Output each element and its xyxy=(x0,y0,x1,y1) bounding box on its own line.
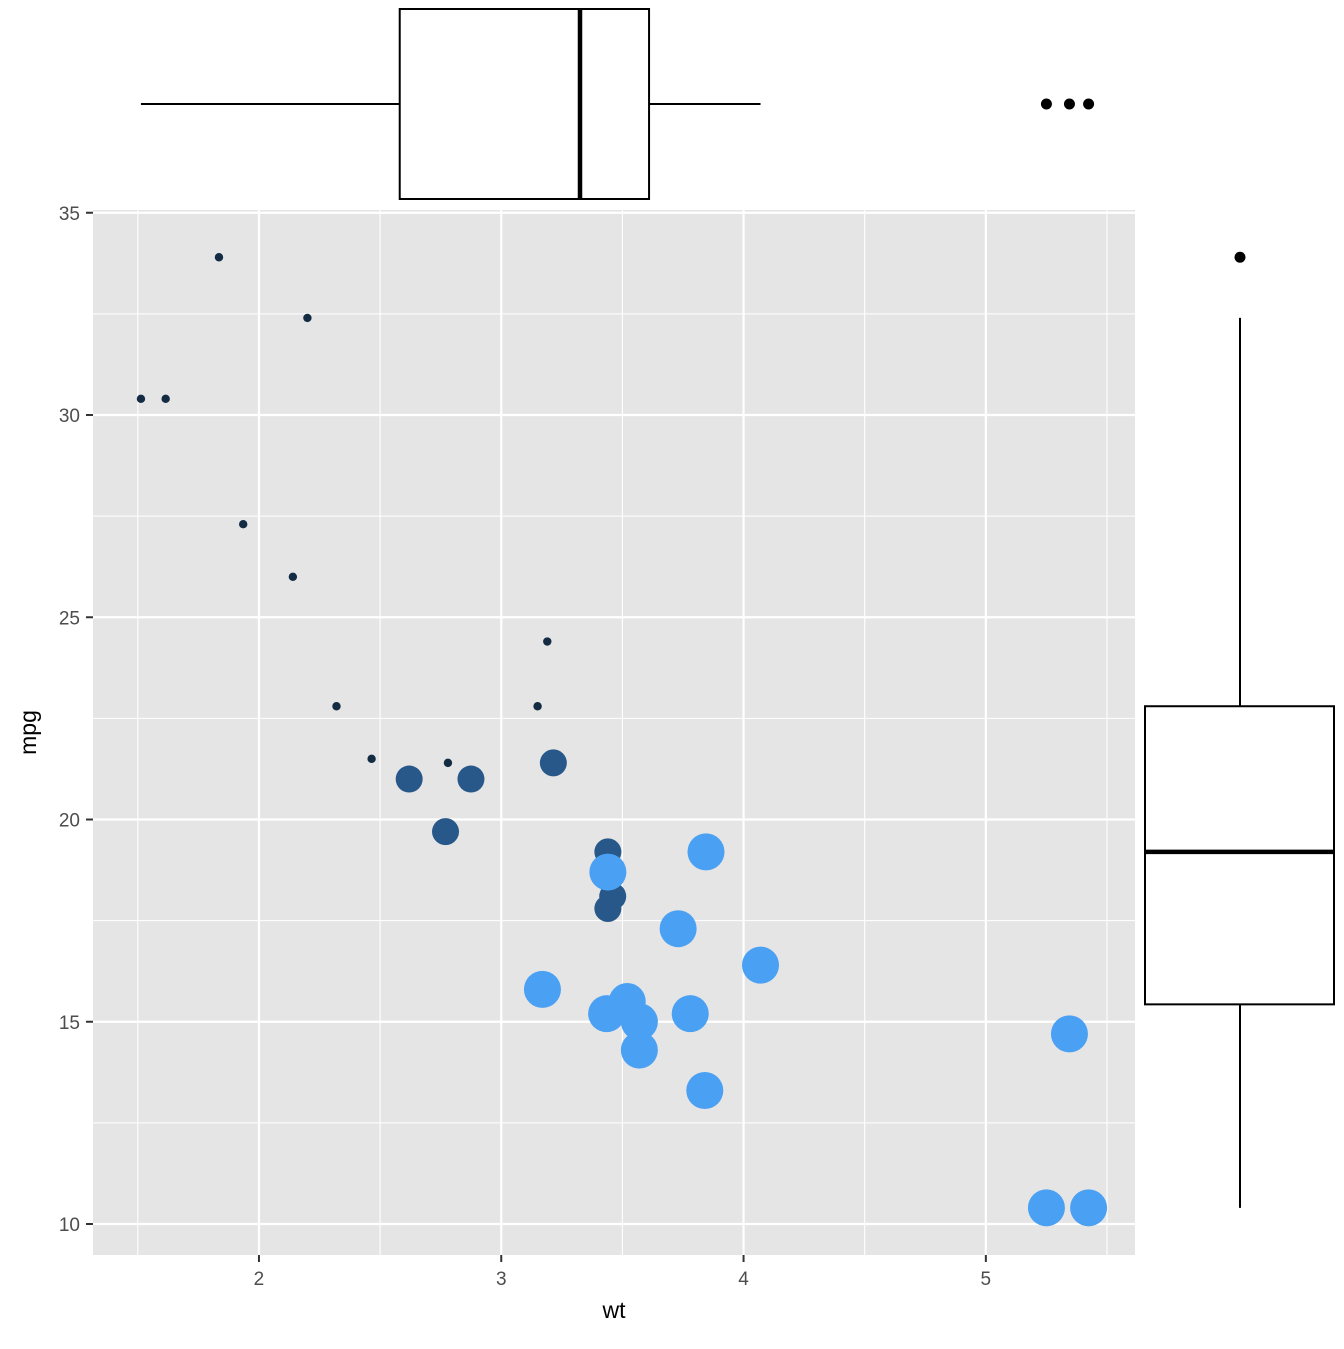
data-point xyxy=(1070,1189,1108,1227)
data-point xyxy=(288,572,298,581)
y-tick-label: 20 xyxy=(59,811,80,832)
y-marginal-boxplot xyxy=(1144,251,1335,1208)
data-point xyxy=(543,637,552,646)
data-point xyxy=(1027,1189,1065,1227)
data-point xyxy=(686,1072,724,1110)
data-point xyxy=(533,702,542,711)
data-point xyxy=(332,702,341,711)
data-point xyxy=(620,1031,658,1069)
data-point xyxy=(367,754,376,764)
y-tick-label: 15 xyxy=(59,1013,80,1034)
y-tick-label: 10 xyxy=(59,1215,80,1236)
data-point xyxy=(523,970,561,1008)
outlier-point xyxy=(1083,98,1095,110)
data-point xyxy=(742,946,780,984)
outlier-point xyxy=(1234,251,1246,263)
y-axis-title: mpg xyxy=(15,710,41,755)
x-tick-label: 5 xyxy=(981,1269,992,1290)
data-point xyxy=(214,253,224,262)
x-tick-label: 3 xyxy=(496,1269,507,1290)
data-point xyxy=(659,910,697,948)
data-point xyxy=(443,758,453,768)
box-iqr xyxy=(398,8,651,200)
x-axis: 2 3 4 5 xyxy=(254,1255,991,1290)
x-tick-label: 2 xyxy=(254,1269,265,1290)
y-tick-label: 25 xyxy=(59,608,80,629)
x-marginal-boxplot xyxy=(140,8,1095,200)
outlier-point xyxy=(1063,98,1075,110)
data-point xyxy=(239,520,248,529)
data-point xyxy=(161,394,170,404)
outlier-point xyxy=(1040,98,1052,110)
data-points xyxy=(136,253,1108,1227)
y-tick-label: 30 xyxy=(59,406,80,427)
data-point xyxy=(395,765,423,793)
y-axis: 10 15 20 25 30 35 xyxy=(59,204,93,1236)
y-tick-label: 35 xyxy=(59,204,80,225)
data-point xyxy=(539,749,567,777)
data-point xyxy=(589,853,627,891)
data-point xyxy=(303,313,312,323)
data-point xyxy=(671,995,709,1033)
data-point xyxy=(620,1003,658,1041)
panel-background xyxy=(93,210,1135,1255)
data-point xyxy=(687,833,725,871)
x-axis-title: wt xyxy=(602,1297,627,1323)
x-tick-label: 4 xyxy=(738,1269,749,1290)
data-point xyxy=(1050,1015,1088,1053)
data-point xyxy=(457,765,485,793)
data-point xyxy=(136,394,146,404)
data-point xyxy=(432,818,460,846)
plot-panel xyxy=(93,210,1135,1255)
box-iqr xyxy=(1144,705,1335,1006)
